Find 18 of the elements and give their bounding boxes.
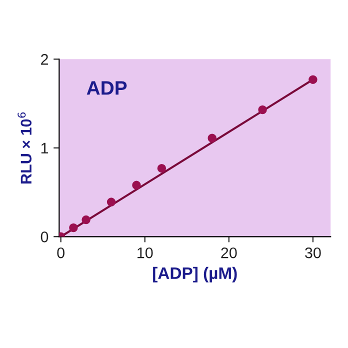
point: [208, 134, 216, 143]
x-axis-title: [ADP] (µM): [153, 266, 237, 282]
point: [69, 223, 78, 232]
point: [106, 198, 116, 206]
y-tick-label: 1: [41, 142, 48, 154]
y-tick-label: 2: [41, 54, 48, 65]
point: [82, 215, 90, 224]
y-tick-label: 0: [40, 232, 48, 242]
x-tick-label: 30: [305, 247, 321, 258]
x-tick-label: 20: [221, 247, 237, 258]
point: [258, 105, 267, 114]
y-axis-title: RLU × 10$^{6}$: [18, 112, 32, 184]
x-tick-label: 10: [138, 247, 153, 258]
point: [308, 75, 318, 84]
point: [157, 164, 166, 173]
annotation: ADP: [86, 81, 127, 95]
point: [132, 180, 141, 190]
x-tick-label: 0: [57, 247, 64, 258]
